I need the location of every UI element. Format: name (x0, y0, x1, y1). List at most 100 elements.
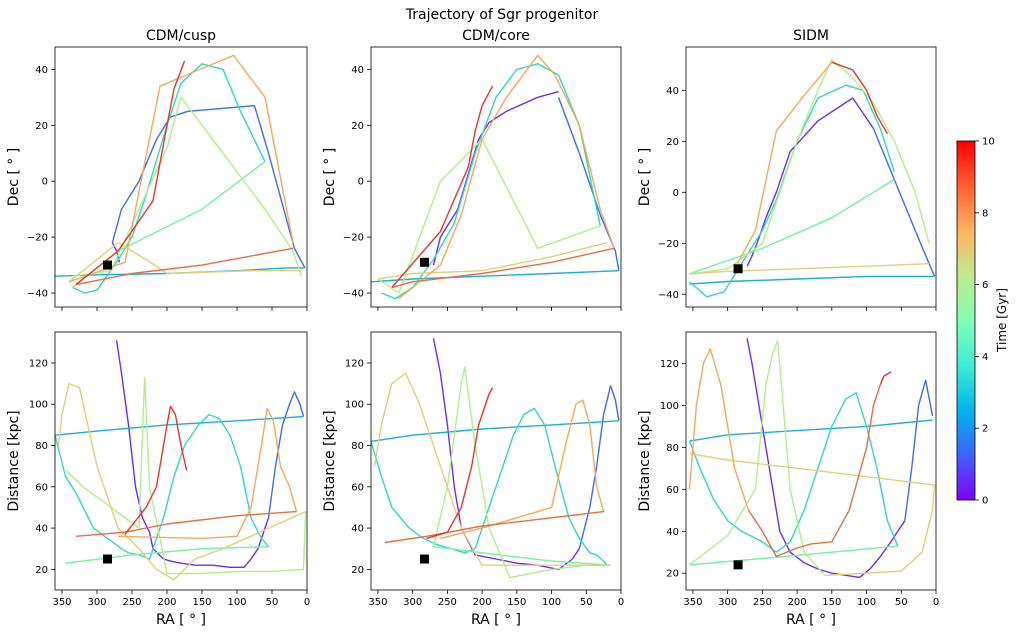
plot-area (371, 332, 621, 590)
y-tick-label: 20 (351, 121, 364, 132)
x-tick-label: 100 (227, 597, 246, 608)
y-tick-label: −40 (27, 289, 48, 300)
y-tick-label: 80 (351, 441, 364, 452)
y-tick-label: 20 (35, 121, 48, 132)
trajectory-segment (75, 247, 294, 286)
y-tick-label: 40 (666, 527, 679, 538)
current-position-marker (419, 554, 429, 564)
y-tick-label: 120 (660, 359, 679, 370)
trajectory-segment (384, 510, 604, 544)
trajectory-segment (267, 391, 305, 518)
trajectory-segment (689, 419, 933, 442)
trajectory-segment (68, 241, 302, 283)
y-tick-label: 40 (35, 524, 48, 535)
y-tick-label: 20 (351, 565, 364, 576)
x-tick-label: 50 (266, 597, 279, 608)
trajectory-segment (689, 275, 935, 285)
series-group (371, 54, 620, 300)
colorbar-tick-label: 8 (982, 208, 988, 219)
trajectory-segment (65, 376, 307, 575)
plot-frame (54, 46, 308, 308)
trajectory-segment (689, 339, 826, 576)
plot-area (55, 332, 307, 590)
trajectory-segment (377, 242, 608, 280)
series-group (55, 54, 306, 294)
x-tick-label: 150 (192, 597, 211, 608)
x-tick-label: 200 (788, 597, 807, 608)
trajectory-segment (65, 546, 269, 564)
trajectory-segment (75, 60, 186, 286)
y-tick-label: 100 (345, 400, 364, 411)
current-position-marker (733, 264, 743, 274)
x-tick-label: 50 (580, 597, 593, 608)
x-tick-label: 100 (542, 597, 561, 608)
trajectory-segment (831, 61, 889, 135)
y-tick-label: 80 (666, 443, 679, 454)
panel-cdm-cusp-bottom: 350 300 250 200 150 100 50 0 20 40 60 80 100 120 RA [ … (6, 331, 310, 628)
series-group (371, 338, 620, 579)
series-group (55, 340, 307, 581)
panel-cdm-core-bottom: 350 300 250 200 150 100 50 0 20 40 60 80 100 120 RA [ … (322, 331, 624, 628)
y-tick-label: 20 (35, 565, 48, 576)
x-tick-label: 0 (304, 597, 310, 608)
trajectory-segment (57, 382, 306, 581)
trajectory-segment (904, 379, 934, 521)
trajectory-segment (371, 407, 611, 566)
y-tick-label: 100 (29, 400, 48, 411)
panel-cdm-core-top: 40 20 0 −20 −40 CDM/core Dec [ ° ] (322, 28, 622, 311)
trajectory-segment (72, 96, 303, 277)
current-position-marker (733, 560, 743, 570)
colorbar-ticks: 0 2 4 6 8 10 (975, 137, 995, 507)
colorbar-tick-label: 10 (982, 137, 995, 148)
trajectory-segment (578, 385, 620, 549)
trajectory-segment (557, 97, 620, 271)
x-tick-label: 350 (52, 597, 71, 608)
x-tick-label: 0 (933, 597, 939, 608)
y-tick-label: −20 (27, 233, 48, 244)
panel-title: CDM/cusp (146, 28, 216, 44)
trajectory-segment (117, 407, 298, 540)
series-group (688, 338, 936, 579)
x-tick-label: 0 (618, 597, 624, 608)
y-tick-label: 0 (42, 177, 48, 188)
y-tick-label: 20 (666, 137, 679, 148)
x-tick-label: 350 (368, 597, 387, 608)
trajectory-segment (432, 366, 611, 579)
trajectory-segment (746, 338, 906, 579)
panel-sidm-bottom: 350 300 250 200 150 100 50 0 20 40 60 80 100 120 RA [ … (637, 331, 939, 628)
series-group (689, 59, 936, 298)
trajectory-segment (747, 384, 882, 558)
trajectory-segment (733, 61, 833, 270)
y-axis-label: Dec [ ° ] (322, 148, 338, 206)
y-axis-label: Dec [ ° ] (6, 148, 22, 206)
trajectory-segment (115, 340, 270, 568)
y-tick-label: 40 (351, 524, 364, 535)
colorbar-tick-label: 0 (982, 496, 988, 507)
figure-title: Trajectory of Sgr progenitor (405, 7, 599, 23)
y-tick-label: 60 (35, 482, 48, 493)
y-tick-label: −20 (658, 239, 679, 250)
x-tick-label: 250 (438, 597, 457, 608)
plot-frame (685, 331, 937, 591)
x-tick-label: 250 (753, 597, 772, 608)
trajectory-segment (72, 63, 266, 294)
y-tick-label: 0 (673, 188, 679, 199)
colorbar-tick-label: 2 (982, 424, 988, 435)
x-tick-label: 150 (507, 597, 526, 608)
plot-area (686, 47, 936, 307)
panel-cdm-cusp-top: 40 20 0 −20 −40 CDM/cusp Dec [ ° ] (6, 28, 308, 311)
trajectory-segment (398, 54, 615, 300)
x-axis-label: RA [ ° ] (786, 612, 836, 628)
trajectory-segment (689, 453, 936, 576)
trajectory-segment (689, 263, 930, 275)
x-tick-label: 350 (683, 597, 702, 608)
trajectory-segment (689, 545, 898, 566)
x-tick-label: 300 (718, 597, 737, 608)
plot-frame (370, 46, 622, 308)
trajectory-segment (373, 372, 611, 566)
y-tick-label: 120 (345, 358, 364, 369)
colorbar-label: Time [Gyr] (995, 288, 1009, 353)
y-tick-label: 40 (666, 86, 679, 97)
colorbar: 0 2 4 6 8 10 Time [Gyr] (956, 137, 1009, 507)
